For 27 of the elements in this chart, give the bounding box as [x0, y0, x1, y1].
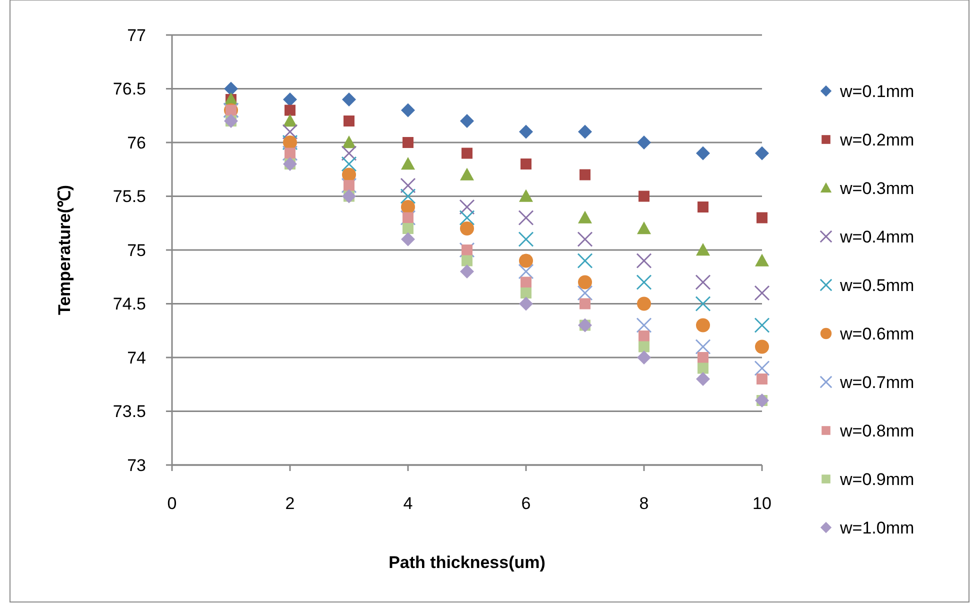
y-tick-label: 73.5: [112, 402, 146, 422]
legend-label: w=1.0mm: [839, 518, 914, 538]
x-tick-label: 4: [403, 494, 413, 513]
y-tick-label: 74: [127, 348, 146, 368]
y-tick-label: 75: [127, 240, 146, 260]
x-tick-label: 0: [167, 494, 177, 513]
y-tick-label: 76: [127, 133, 146, 152]
y-tick-label: 73: [127, 456, 146, 475]
x-tick-label: 2: [285, 494, 295, 513]
legend-label: w=0.1mm: [839, 82, 914, 101]
y-tick-label: 75.5: [112, 187, 146, 206]
legend-label: w=0.2mm: [839, 130, 914, 150]
legend-label: w=0.3mm: [839, 178, 914, 198]
x-axis-title: Path thickness(um): [388, 553, 546, 572]
legend-label: w=0.7mm: [839, 372, 914, 392]
legend-label: w=0.4mm: [839, 227, 914, 246]
y-tick-label: 76.5: [112, 80, 146, 99]
x-tick-label: 8: [639, 494, 649, 513]
y-axis-title: Temperature(℃): [55, 184, 74, 316]
legend-label: w=0.9mm: [839, 470, 914, 489]
y-tick-label: 77: [127, 26, 146, 45]
x-tick-label: 6: [521, 494, 531, 513]
legend-label: w=0.8mm: [839, 421, 914, 440]
legend-label: w=0.5mm: [839, 276, 914, 295]
legend-label: w=0.6mm: [839, 324, 914, 344]
x-tick-label: 10: [752, 494, 772, 513]
y-tick-label: 74.5: [112, 294, 146, 314]
